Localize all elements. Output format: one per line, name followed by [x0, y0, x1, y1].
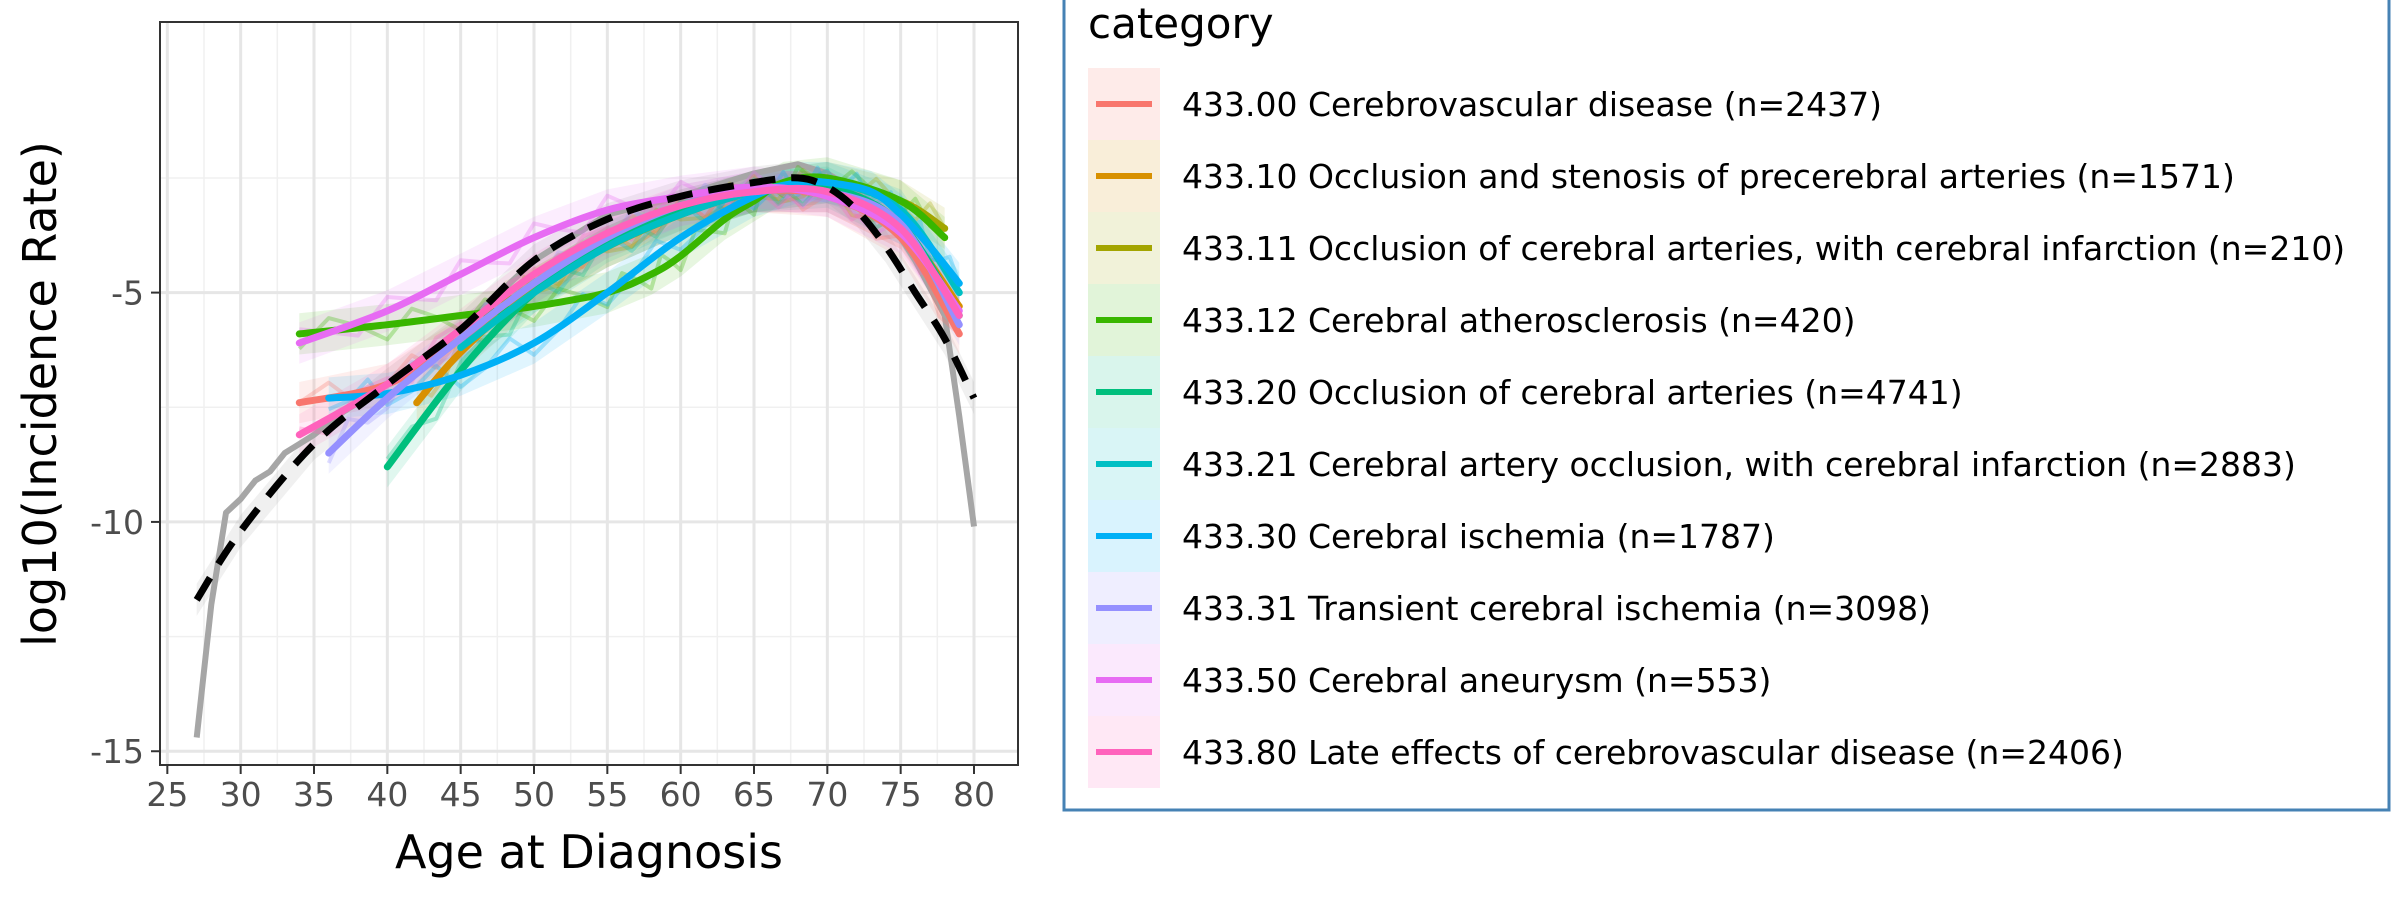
x-tick-label: 60	[660, 775, 702, 814]
legend-label: 433.50 Cerebral aneurysm (n=553)	[1182, 661, 1771, 700]
legend-label: 433.11 Occlusion of cerebral arteries, w…	[1182, 229, 2345, 268]
legend-items: 433.00 Cerebrovascular disease (n=2437) 4…	[1088, 68, 2345, 788]
series-raw-line	[385, 175, 961, 461]
x-tick-label: 70	[806, 775, 848, 814]
y-tick-label: -5	[111, 274, 144, 313]
legend-box	[1062, 0, 2391, 812]
overall-lines	[193, 174, 978, 602]
legend-label: 433.80 Late effects of cerebrovascular d…	[1182, 733, 2124, 772]
y-tick-label: -10	[90, 503, 144, 542]
y-axis-title: log10(Incidence Rate)	[13, 141, 67, 647]
plot-panel	[160, 22, 1018, 765]
legend-label: 433.10 Occlusion and stenosis of precere…	[1182, 157, 2235, 196]
series-ribbon	[299, 157, 945, 355]
x-tick-label: 25	[146, 775, 188, 814]
legend-label: 433.12 Cerebral atherosclerosis (n=420)	[1182, 301, 1855, 340]
series-trend-line	[325, 177, 963, 402]
series-trend-line	[295, 183, 963, 347]
x-tick-label: 30	[220, 775, 262, 814]
legend-label: 433.20 Occlusion of cerebral arteries (n…	[1182, 373, 1963, 412]
axes: 25 30 35 40 45 50 55 60 65 70 75 80 -5 -10 -15	[90, 274, 995, 814]
series-trend-line	[295, 173, 949, 338]
legend-title: category	[1088, 0, 1274, 48]
x-tick-label: 40	[366, 775, 408, 814]
overall-trend-line	[193, 174, 978, 602]
x-tick-label: 35	[293, 775, 335, 814]
legend-label: 433.30 Cerebral ischemia (n=1787)	[1182, 517, 1775, 556]
x-tick-label: 75	[880, 775, 922, 814]
x-tick-label: 55	[586, 775, 628, 814]
series-ribbon	[328, 161, 960, 419]
series-trend-line	[295, 184, 963, 439]
legend-label: 433.00 Cerebrovascular disease (n=2437)	[1182, 85, 1882, 124]
legend-label: 433.21 Cerebral artery occlusion, with c…	[1182, 445, 2296, 484]
plot-border	[159, 21, 1019, 766]
x-tick-label: 65	[733, 775, 775, 814]
trend-lines	[295, 173, 963, 471]
x-axis-title: Age at Diagnosis	[395, 825, 783, 879]
x-tick-label: 50	[513, 775, 555, 814]
y-tick-label: -15	[90, 732, 144, 771]
x-tick-label: 80	[953, 775, 995, 814]
x-tick-label: 45	[440, 775, 482, 814]
legend-label: 433.31 Transient cerebral ischemia (n=30…	[1182, 589, 1931, 628]
